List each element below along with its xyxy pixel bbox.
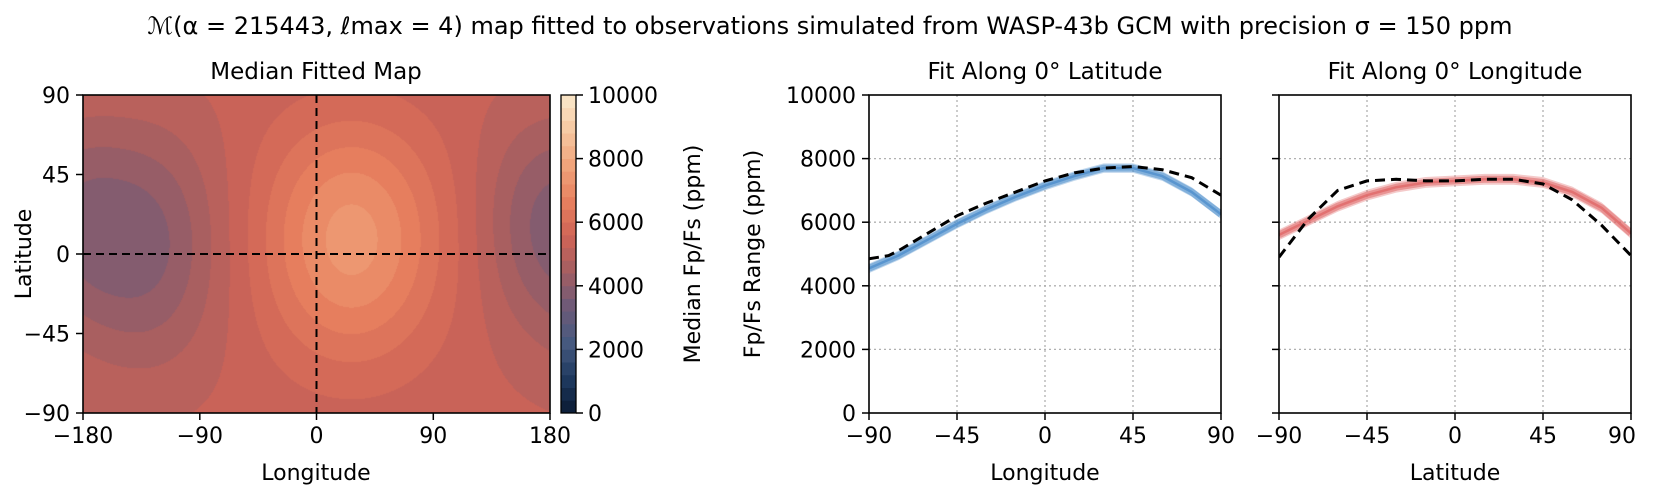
colorbar-level-band: [561, 120, 576, 134]
fit-uncertainty-band: [1279, 173, 1631, 241]
colorbar-level-band: [561, 400, 576, 414]
colorbar-level-band: [561, 234, 576, 249]
fit-longitude-xtick-label: −90: [1256, 424, 1302, 449]
colorbar-level-band: [561, 247, 576, 261]
map-ytick-label: 90: [42, 84, 70, 109]
fit-longitude-x-ticks: −90 −45 0 45 90: [1256, 413, 1636, 449]
colorbar-level-band: [561, 349, 576, 363]
colorbar: [561, 95, 576, 414]
fit-median-core-line: [869, 166, 1221, 270]
colorbar-level-band: [561, 336, 576, 350]
fit-latitude-ytick-label: 4000: [800, 275, 856, 300]
colorbar-level-band: [561, 387, 576, 401]
colorbar-frame: [560, 94, 577, 414]
fit-latitude-x-ticks: −90 −45 0 45 90: [846, 413, 1235, 449]
fit-latitude-ytick-label: 10000: [786, 84, 856, 109]
fit-longitude-grid: [1279, 95, 1631, 413]
fit-latitude-ylabel: Fp/Fs Range (ppm): [741, 150, 766, 358]
colorbar-level-band: [561, 196, 576, 210]
figure-title: ℳ(α = 215443, ℓmax = 4) map fitted to ob…: [148, 12, 1513, 40]
fit-longitude-xlabel: Latitude: [1410, 461, 1501, 486]
map-ytick-label: 0: [56, 243, 70, 268]
map-ytick-label: 45: [42, 164, 70, 189]
colorbar-tick-label: 4000: [588, 275, 644, 300]
map-ytick-label: −45: [24, 323, 70, 348]
map-ylabel: Latitude: [12, 209, 37, 300]
colorbar-level-band: [561, 222, 576, 236]
fit-longitude-panel: Fit Along 0° Longitude −90 −45 0 45 90 L…: [1256, 59, 1636, 486]
fit-median-line: [869, 164, 1221, 272]
colorbar-level-band: [561, 184, 576, 198]
colorbar-label: Median Fp/Fs (ppm): [681, 145, 706, 364]
fit-latitude-xtick-label: 0: [1038, 424, 1052, 449]
map-xlabel: Longitude: [261, 461, 370, 486]
fit-longitude-xtick-label: 45: [1529, 424, 1557, 449]
fit-latitude-grid: [869, 95, 1221, 413]
colorbar-tick-label: 10000: [588, 84, 658, 109]
fit-longitude-plot: [1279, 173, 1631, 259]
fit-latitude-ytick-label: 6000: [800, 211, 856, 236]
fit-latitude-xtick-label: 45: [1119, 424, 1147, 449]
map-title: Median Fitted Map: [210, 59, 422, 85]
colorbar-tick-label: 8000: [588, 148, 644, 173]
fit-latitude-xtick-label: −45: [934, 424, 980, 449]
fit-latitude-ytick-label: 8000: [800, 148, 856, 173]
median-map-panel: Median Fitted Map −180 −90 0 90 180 90: [12, 59, 706, 486]
map-ytick-label: −90: [24, 402, 70, 427]
fit-longitude-title: Fit Along 0° Longitude: [1328, 59, 1583, 85]
map-xtick-label: 90: [419, 424, 447, 449]
colorbar-ticks: 10000 8000 6000 4000 2000 0: [576, 84, 658, 427]
colorbar-tick-label: 0: [588, 402, 602, 427]
fit-latitude-title: Fit Along 0° Latitude: [927, 59, 1162, 85]
colorbar-tick-label: 2000: [588, 338, 644, 363]
fit-longitude-y-ticks: [1272, 94, 1279, 414]
fit-latitude-y-ticks: 10000 8000 6000 4000 2000 0: [786, 84, 869, 427]
fit-latitude-xtick-label: −90: [846, 424, 892, 449]
colorbar-level-band: [561, 323, 576, 338]
colorbar-level-band: [561, 145, 576, 159]
fit-longitude-xtick-label: 0: [1448, 424, 1462, 449]
colorbar-level-band: [561, 158, 576, 172]
colorbar-level-band: [561, 133, 576, 147]
fit-latitude-xtick-label: 90: [1207, 424, 1235, 449]
map-xtick-label: −180: [53, 424, 113, 449]
map-xtick-label: 180: [529, 424, 571, 449]
map-y-ticks: 90 45 0 −45 −90: [24, 84, 83, 427]
gcm-truth-line: [1279, 177, 1631, 259]
colorbar-level-band: [561, 285, 576, 299]
fit-longitude-xtick-label: −45: [1344, 424, 1390, 449]
fit-longitude-xtick-label: 90: [1608, 424, 1636, 449]
fit-latitude-panel: Fit Along 0° Latitude −90 −45 0 45 90 10…: [741, 59, 1235, 486]
map-xtick-label: 0: [310, 424, 324, 449]
colorbar-level-band: [561, 95, 576, 109]
colorbar-level-band: [561, 298, 576, 312]
colorbar-level-band: [561, 260, 576, 274]
gcm-truth-line: [869, 164, 1221, 261]
colorbar-level-band: [561, 374, 576, 388]
map-x-ticks: −180 −90 0 90 180: [53, 413, 571, 449]
colorbar-tick-label: 6000: [588, 211, 644, 236]
colorbar-level-band: [561, 171, 576, 185]
colorbar-level-band: [561, 273, 576, 287]
fit-latitude-ytick-label: 2000: [800, 338, 856, 363]
map-xtick-label: −90: [177, 424, 223, 449]
colorbar-level-band: [561, 107, 576, 121]
fit-latitude-ytick-label: 0: [842, 402, 856, 427]
colorbar-level-band: [561, 311, 576, 325]
colorbar-level-band: [561, 362, 576, 376]
fit-latitude-xlabel: Longitude: [990, 461, 1099, 486]
fit-latitude-plot: [869, 163, 1221, 274]
colorbar-level-band: [561, 209, 576, 223]
